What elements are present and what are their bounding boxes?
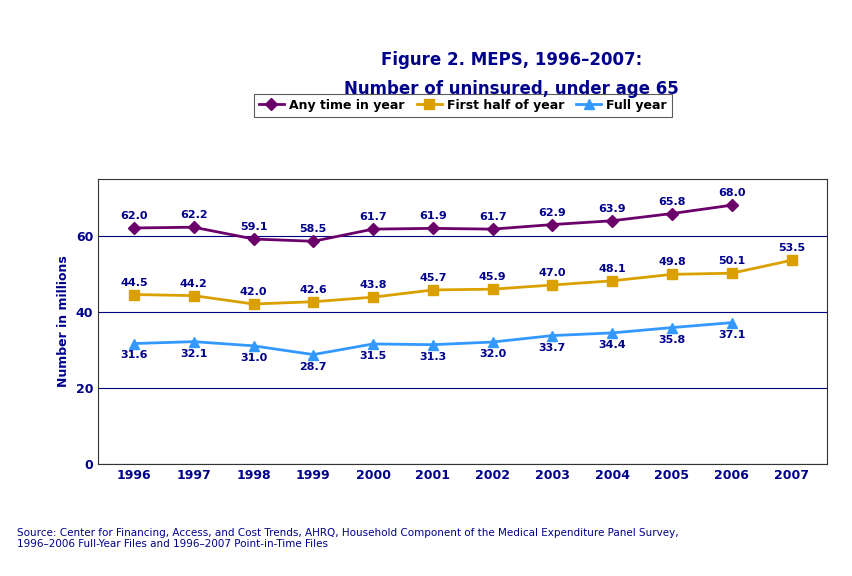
Text: 58.5: 58.5 [299, 224, 326, 234]
Full year [666, 324, 676, 331]
Text: 33.7: 33.7 [538, 343, 566, 353]
Any time in year [427, 225, 437, 232]
Full year [188, 338, 199, 345]
Text: 32.1: 32.1 [180, 348, 207, 359]
Text: 37.1: 37.1 [717, 329, 745, 340]
First half of year [248, 301, 258, 308]
Text: 47.0: 47.0 [538, 268, 566, 278]
Any time in year [367, 226, 377, 233]
Text: 61.7: 61.7 [478, 212, 506, 222]
Text: 62.2: 62.2 [180, 210, 207, 220]
First half of year [786, 257, 796, 264]
Any time in year [248, 236, 258, 242]
First half of year [188, 292, 199, 299]
Text: 45.9: 45.9 [478, 272, 506, 282]
Text: 44.5: 44.5 [120, 278, 147, 287]
Text: 45.7: 45.7 [418, 273, 446, 283]
Text: 31.6: 31.6 [120, 350, 147, 361]
Full year [367, 340, 377, 347]
Line: First half of year: First half of year [129, 255, 796, 309]
Text: 32.0: 32.0 [479, 349, 506, 359]
Text: 48.1: 48.1 [598, 264, 625, 274]
Full year [726, 319, 736, 326]
Text: 42.6: 42.6 [299, 285, 327, 295]
Full year [248, 342, 258, 349]
First half of year [367, 294, 377, 301]
Text: 44.2: 44.2 [180, 279, 207, 289]
Any time in year [547, 221, 557, 228]
Text: 42.0: 42.0 [239, 287, 267, 297]
Legend: Any time in year, First half of year, Full year: Any time in year, First half of year, Fu… [253, 93, 671, 116]
Any time in year [129, 225, 139, 232]
First half of year [547, 282, 557, 289]
Text: 68.0: 68.0 [717, 188, 745, 198]
Any time in year [666, 210, 676, 217]
Text: 31.3: 31.3 [418, 351, 446, 362]
Full year [487, 339, 498, 346]
Any time in year [607, 217, 617, 224]
Text: 61.7: 61.7 [359, 212, 387, 222]
Text: Source: Center for Financing, Access, and Cost Trends, AHRQ, Household Component: Source: Center for Financing, Access, an… [17, 528, 678, 550]
First half of year [427, 286, 437, 293]
Text: 35.8: 35.8 [658, 335, 685, 344]
First half of year [308, 298, 318, 305]
Text: 61.9: 61.9 [418, 211, 446, 221]
Text: 63.9: 63.9 [598, 204, 625, 214]
Text: 31.0: 31.0 [239, 353, 267, 363]
Y-axis label: Number in millions: Number in millions [57, 255, 70, 387]
Text: 50.1: 50.1 [717, 256, 745, 266]
Full year [129, 340, 139, 347]
Text: 62.0: 62.0 [120, 211, 147, 221]
Full year [427, 341, 437, 348]
Text: 34.4: 34.4 [598, 340, 625, 350]
Any time in year [188, 223, 199, 230]
Line: Any time in year: Any time in year [130, 201, 735, 245]
Text: 62.9: 62.9 [538, 207, 566, 218]
Text: Figure 2. MEPS, 1996–2007:: Figure 2. MEPS, 1996–2007: [381, 51, 642, 70]
First half of year [487, 286, 498, 293]
Text: 31.5: 31.5 [359, 351, 386, 361]
Text: 65.8: 65.8 [658, 196, 685, 207]
Text: Number of uninsured, under age 65: Number of uninsured, under age 65 [344, 80, 678, 98]
Any time in year [487, 226, 498, 233]
Text: 49.8: 49.8 [658, 257, 685, 267]
Text: 53.5: 53.5 [777, 243, 804, 253]
First half of year [666, 271, 676, 278]
Any time in year [308, 238, 318, 245]
First half of year [129, 291, 139, 298]
First half of year [607, 278, 617, 285]
Full year [547, 332, 557, 339]
Full year [308, 351, 318, 358]
Text: 28.7: 28.7 [299, 362, 326, 372]
Text: 43.8: 43.8 [359, 281, 386, 290]
Text: 59.1: 59.1 [239, 222, 267, 232]
First half of year [726, 270, 736, 276]
Line: Full year: Full year [129, 318, 736, 359]
Full year [607, 329, 617, 336]
Any time in year [726, 202, 736, 209]
